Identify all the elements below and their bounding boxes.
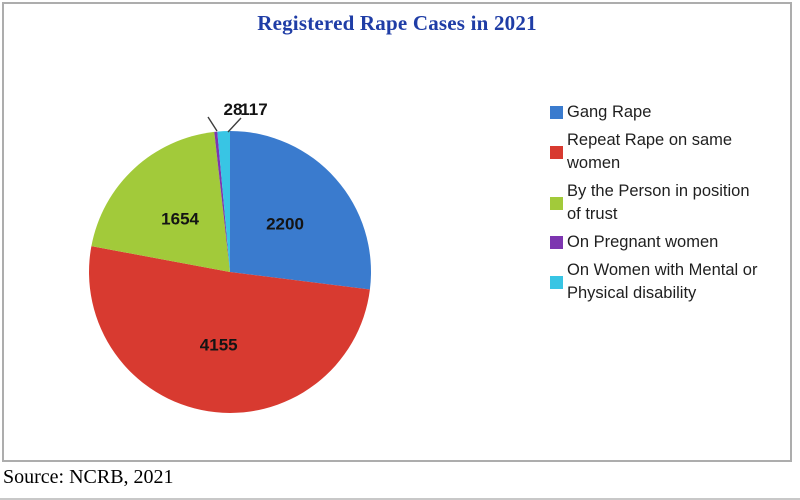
legend-item-person-in-position-of-trust: By the Person in position of trust bbox=[550, 180, 757, 226]
pie-slice-3 bbox=[214, 131, 230, 272]
pie-data-label-4: 117 bbox=[240, 100, 267, 119]
legend-label: On Women with Mental or bbox=[567, 261, 758, 279]
pie-slice-2 bbox=[91, 131, 230, 272]
legend-swatch-mental-or-physical-disability bbox=[550, 275, 563, 289]
legend-item-pregnant-women: On Pregnant women bbox=[550, 231, 757, 254]
pie-data-label-3: 28 bbox=[224, 100, 243, 119]
leader-line-3 bbox=[207, 116, 218, 132]
pie-slice-1 bbox=[89, 246, 370, 413]
legend-label: Gang Rape bbox=[567, 103, 652, 121]
legend-label-line2: Physical disability bbox=[567, 284, 697, 302]
pie-slice-0 bbox=[230, 131, 372, 290]
legend-swatch-pregnant-women bbox=[550, 236, 563, 249]
pie-slice-4 bbox=[217, 131, 230, 272]
legend-item-repeat-rape: Repeat Rape on same women bbox=[550, 129, 757, 175]
pie-data-label-1: 4155 bbox=[200, 335, 238, 354]
legend-item-mental-or-physical-disability: On Women with Mental or Physical disabil… bbox=[550, 259, 757, 305]
pie-data-label-2: 1654 bbox=[161, 209, 199, 228]
legend-item-gang-rape: Gang Rape bbox=[550, 101, 757, 124]
legend-label: On Pregnant women bbox=[567, 233, 719, 251]
legend-swatch-gang-rape bbox=[550, 106, 563, 119]
source-caption: Source: NCRB, 2021 bbox=[3, 466, 174, 488]
legend-swatch-person-in-position-of-trust bbox=[550, 196, 563, 210]
legend-swatch-repeat-rape bbox=[550, 145, 563, 159]
legend: Gang Rape Repeat Rape on same women By t… bbox=[550, 101, 757, 305]
legend-label-line2: women bbox=[567, 154, 621, 172]
legend-label: By the Person in position bbox=[567, 182, 750, 200]
leader-line-4 bbox=[227, 117, 242, 133]
pie-data-label-0: 2200 bbox=[266, 215, 304, 234]
legend-label-line2: of trust bbox=[567, 205, 618, 223]
legend-label: Repeat Rape on same bbox=[567, 131, 733, 149]
bottom-divider bbox=[0, 498, 800, 500]
chart-area: Registered Rape Cases in 2021 2200 4155 16… bbox=[2, 2, 792, 462]
chart-title: Registered Rape Cases in 2021 bbox=[257, 11, 537, 35]
